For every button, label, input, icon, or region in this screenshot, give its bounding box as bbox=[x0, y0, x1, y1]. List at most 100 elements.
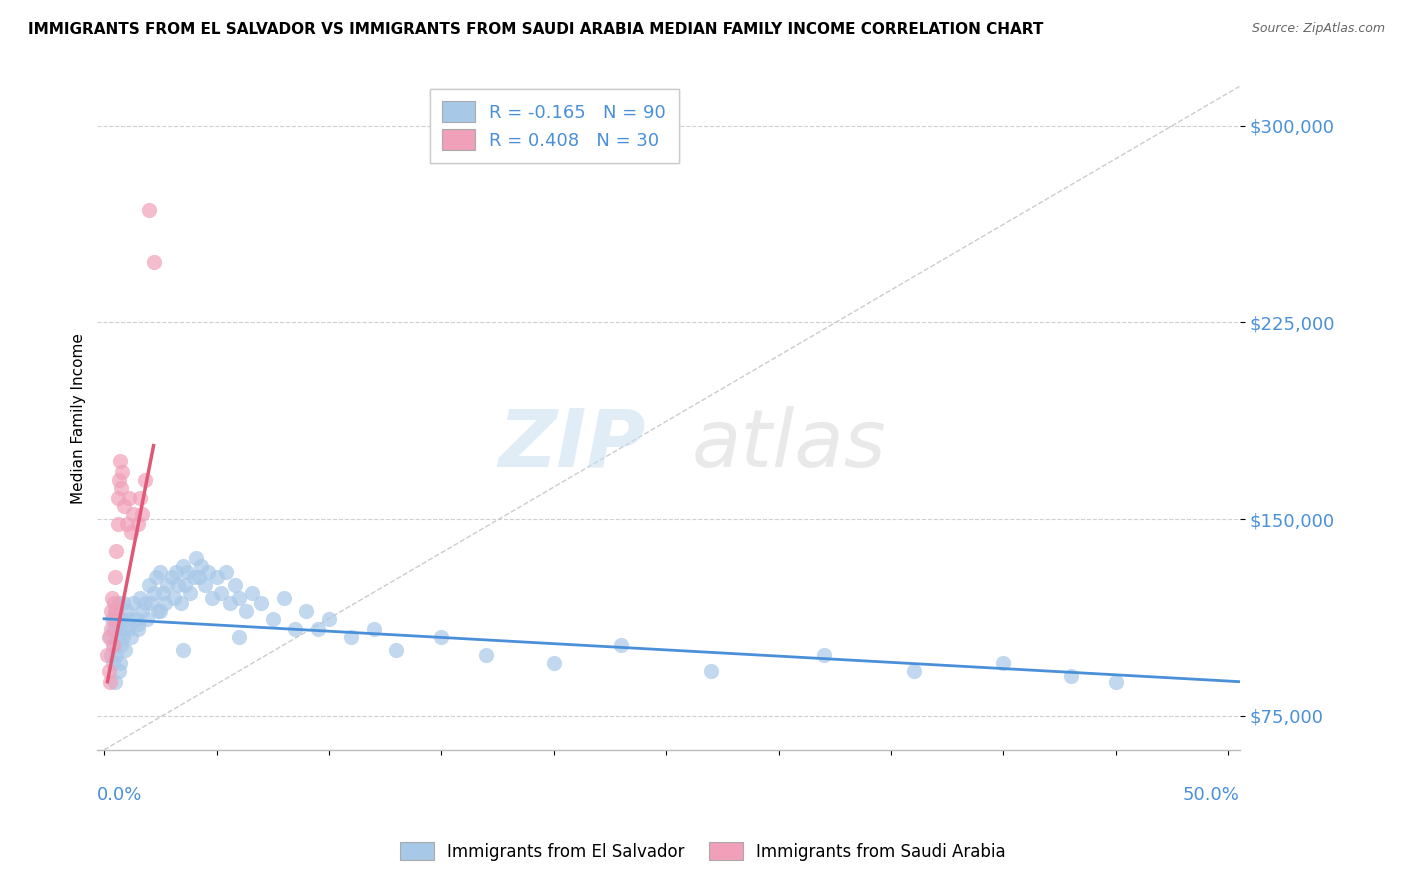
Point bbox=[115, 517, 138, 532]
Point bbox=[186, 551, 208, 566]
Point bbox=[104, 604, 127, 618]
Point bbox=[100, 604, 122, 618]
Point bbox=[120, 525, 142, 540]
Point bbox=[214, 565, 236, 579]
Point bbox=[104, 570, 127, 584]
Point bbox=[124, 612, 146, 626]
Text: Source: ZipAtlas.com: Source: ZipAtlas.com bbox=[1251, 22, 1385, 36]
Point bbox=[187, 570, 209, 584]
Point bbox=[104, 604, 127, 618]
Point bbox=[127, 517, 149, 532]
Point bbox=[112, 596, 135, 610]
Point bbox=[111, 630, 134, 644]
Point bbox=[205, 570, 228, 584]
Point bbox=[228, 630, 250, 644]
Point bbox=[100, 630, 122, 644]
Point bbox=[430, 630, 453, 644]
Point bbox=[1060, 669, 1083, 683]
Point bbox=[156, 577, 179, 591]
Point bbox=[127, 617, 149, 632]
Point bbox=[112, 499, 135, 513]
Point bbox=[813, 648, 835, 663]
Point bbox=[174, 577, 197, 591]
Point bbox=[610, 638, 633, 652]
Point bbox=[228, 591, 250, 605]
Point bbox=[108, 454, 131, 468]
Point bbox=[103, 638, 125, 652]
Point bbox=[152, 585, 174, 599]
Point bbox=[129, 591, 152, 605]
Point bbox=[101, 657, 124, 671]
Point bbox=[122, 596, 145, 610]
Text: 0.0%: 0.0% bbox=[97, 787, 143, 805]
Point bbox=[295, 604, 318, 618]
Point bbox=[385, 643, 408, 657]
Point bbox=[107, 491, 129, 505]
Point bbox=[340, 630, 363, 644]
Point bbox=[307, 622, 329, 636]
Point bbox=[118, 612, 141, 626]
Point bbox=[100, 622, 122, 636]
Point bbox=[101, 591, 124, 605]
Point bbox=[97, 664, 120, 678]
Point bbox=[107, 612, 129, 626]
Point bbox=[242, 585, 264, 599]
Point bbox=[201, 591, 224, 605]
Point bbox=[100, 648, 122, 663]
Point bbox=[96, 648, 118, 663]
Point bbox=[105, 648, 128, 663]
Point bbox=[105, 543, 128, 558]
Text: ZIP: ZIP bbox=[498, 406, 645, 483]
Point bbox=[194, 577, 217, 591]
Point bbox=[142, 255, 165, 269]
Point bbox=[98, 630, 121, 644]
Point bbox=[475, 648, 498, 663]
Point bbox=[190, 559, 212, 574]
Point bbox=[197, 565, 219, 579]
Point bbox=[103, 622, 125, 636]
Point bbox=[700, 664, 723, 678]
Point bbox=[903, 664, 925, 678]
Point bbox=[107, 473, 129, 487]
Point bbox=[129, 491, 152, 505]
Point bbox=[363, 622, 385, 636]
Point bbox=[250, 596, 273, 610]
Point bbox=[112, 622, 135, 636]
Point bbox=[115, 604, 138, 618]
Point bbox=[138, 202, 160, 217]
Point bbox=[142, 585, 165, 599]
Point bbox=[224, 577, 246, 591]
Point bbox=[235, 604, 257, 618]
Point bbox=[163, 591, 186, 605]
Point bbox=[101, 638, 124, 652]
Point bbox=[111, 465, 134, 479]
Point bbox=[176, 565, 198, 579]
Y-axis label: Median Family Income: Median Family Income bbox=[72, 333, 86, 504]
Text: atlas: atlas bbox=[692, 406, 886, 483]
Point bbox=[134, 596, 156, 610]
Point bbox=[103, 612, 125, 626]
Point bbox=[167, 577, 190, 591]
Point bbox=[122, 507, 145, 521]
Point bbox=[98, 674, 121, 689]
Point bbox=[110, 481, 132, 495]
Point bbox=[107, 630, 129, 644]
Point bbox=[127, 622, 149, 636]
Point bbox=[172, 643, 194, 657]
Point bbox=[108, 664, 131, 678]
Point bbox=[120, 630, 142, 644]
Point bbox=[110, 638, 132, 652]
Point bbox=[146, 604, 169, 618]
Point bbox=[138, 577, 160, 591]
Point bbox=[209, 585, 232, 599]
Legend: R = -0.165   N = 90, R = 0.408   N = 30: R = -0.165 N = 90, R = 0.408 N = 30 bbox=[430, 88, 679, 163]
Point bbox=[179, 585, 201, 599]
Point bbox=[153, 596, 176, 610]
Point bbox=[169, 596, 191, 610]
Point bbox=[284, 622, 307, 636]
Point bbox=[118, 491, 141, 505]
Point bbox=[101, 612, 124, 626]
Point bbox=[993, 657, 1015, 671]
Point bbox=[104, 622, 127, 636]
Point bbox=[1105, 674, 1128, 689]
